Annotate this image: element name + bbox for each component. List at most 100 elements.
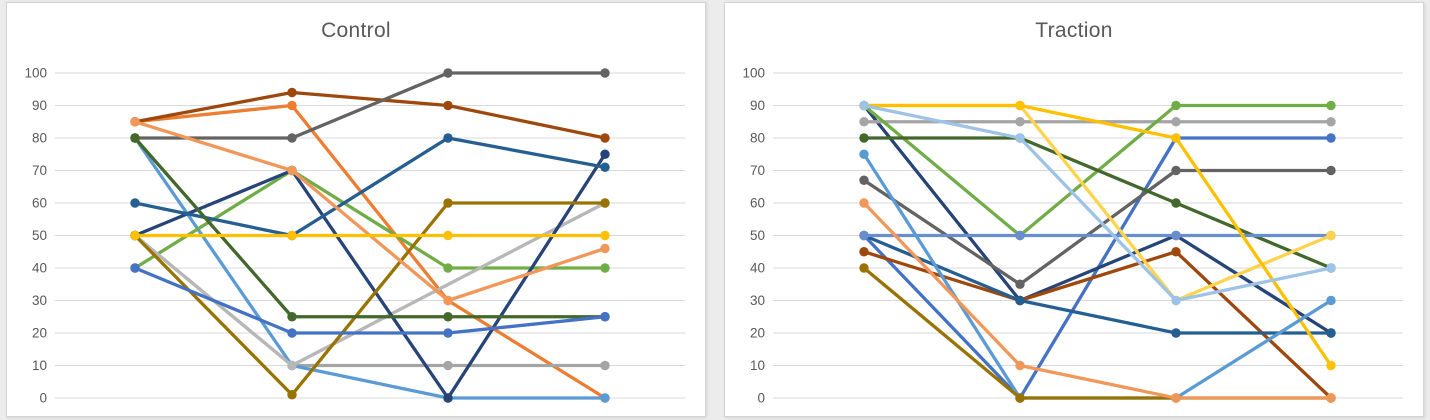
- data-point-marker-dark-green: [287, 312, 297, 322]
- series-line-dark-gray: [862, 168, 1333, 286]
- chart-panel-traction: 0 10 20 30 40 50 60 70 80 90 100 Traction: [724, 2, 1424, 417]
- data-point-marker-dark-gray: [1171, 165, 1181, 176]
- series-line-gold: [862, 103, 1333, 368]
- data-point-marker-royal-blue: [600, 312, 610, 322]
- data-point-marker-gold: [287, 230, 297, 241]
- y-axis-tick-label: 0: [39, 391, 47, 406]
- data-point-marker-dark-gold: [1015, 393, 1025, 403]
- data-point-marker-salmon: [287, 165, 297, 176]
- y-axis-tick-label: 80: [32, 131, 47, 146]
- y-axis-tick-label: 0: [757, 391, 765, 406]
- series-line-steel-blue: [133, 136, 607, 238]
- data-point-marker-salmon: [443, 295, 453, 306]
- data-point-marker-green: [600, 263, 610, 273]
- y-axis-tick-label: 40: [750, 261, 765, 276]
- data-point-marker-pale-blue: [1326, 263, 1336, 273]
- y-axis-tick-label: 90: [32, 98, 47, 113]
- data-point-marker-dark-gold: [287, 390, 297, 400]
- control-line-chart: 0 10 20 30 40 50 60 70 80 90 100: [24, 66, 685, 406]
- data-point-marker-royal-blue: [130, 263, 140, 273]
- data-point-marker-green: [1171, 100, 1181, 111]
- series-line-light-blue: [133, 136, 607, 400]
- data-point-marker-dark-gray: [1015, 279, 1025, 289]
- data-point-marker-gray: [443, 360, 453, 371]
- data-point-marker-steel-blue: [1171, 328, 1181, 338]
- y-axis-tick-label: 100: [742, 66, 765, 81]
- traction-line-chart: 0 10 20 30 40 50 60 70 80 90 100: [742, 66, 1403, 406]
- data-point-marker-steel-blue: [1326, 328, 1336, 338]
- data-point-marker-dark-gold: [600, 198, 610, 208]
- data-point-marker-dark-green: [859, 133, 869, 143]
- series-line-orange: [133, 103, 607, 400]
- y-axis-tick-label: 50: [32, 228, 47, 243]
- data-point-marker-steel-blue: [1015, 295, 1025, 306]
- data-point-marker-periwinkle: [859, 230, 869, 241]
- data-point-marker-steel-blue: [130, 198, 140, 208]
- data-point-marker-brown: [287, 87, 297, 98]
- data-point-marker-pale-blue: [859, 100, 869, 111]
- series-line-dark-gray: [133, 71, 607, 140]
- series-line-dark-gold: [133, 201, 607, 397]
- data-point-marker-light-blue: [859, 149, 869, 159]
- data-point-marker-salmon: [1326, 393, 1336, 403]
- data-point-marker-green: [1326, 100, 1336, 111]
- data-point-marker-gold: [130, 230, 140, 241]
- data-point-marker-light-gold: [1326, 230, 1336, 241]
- data-point-marker-pale-blue: [1015, 133, 1025, 143]
- data-point-marker-periwinkle: [1015, 230, 1025, 241]
- data-point-marker-light-blue: [1326, 295, 1336, 306]
- data-point-marker-gray: [1171, 117, 1181, 127]
- y-axis-tick-label: 100: [24, 66, 47, 81]
- data-point-marker-pale-blue: [1171, 295, 1181, 306]
- series-line-brown: [133, 90, 607, 140]
- data-point-marker-periwinkle: [1171, 230, 1181, 241]
- data-point-marker-dark-green: [130, 133, 140, 143]
- data-point-marker-dark-gold: [443, 198, 453, 208]
- y-axis-tick-label: 70: [32, 163, 47, 178]
- data-point-marker-salmon: [130, 117, 140, 127]
- data-point-marker-gray: [1015, 117, 1025, 127]
- y-axis-tick-label: 20: [32, 326, 47, 341]
- data-point-marker-gray: [600, 360, 610, 371]
- data-point-marker-royal-blue: [443, 328, 453, 338]
- data-point-marker-dark-gray: [287, 133, 297, 143]
- data-point-marker-dark-green: [443, 312, 453, 322]
- y-axis-tick-label: 30: [32, 293, 47, 308]
- y-axis-tick-label: 80: [750, 131, 765, 146]
- data-point-marker-dark-gold: [859, 263, 869, 273]
- data-point-marker-salmon: [1015, 360, 1025, 371]
- data-point-marker-orange: [287, 100, 297, 111]
- data-point-marker-navy: [443, 393, 453, 403]
- chart-panel-control: 0 10 20 30 40 50 60 70 80 90 100 Control: [6, 2, 706, 417]
- data-point-marker-green: [443, 263, 453, 273]
- y-axis-tick-label: 50: [750, 228, 765, 243]
- y-axis-tick-label: 60: [32, 196, 47, 211]
- y-axis-tick-label: 60: [750, 196, 765, 211]
- data-point-marker-gold: [600, 230, 610, 241]
- y-axis-tick-label: 90: [750, 98, 765, 113]
- data-point-marker-silver: [287, 360, 297, 371]
- data-point-marker-royal-blue: [1326, 133, 1336, 143]
- series-line-navy: [133, 152, 607, 400]
- data-point-marker-gray: [1326, 117, 1336, 127]
- data-point-marker-dark-gray: [1326, 165, 1336, 176]
- y-axis-tick-label: 70: [750, 163, 765, 178]
- data-point-marker-dark-gray: [859, 175, 869, 185]
- data-point-marker-salmon: [1171, 393, 1181, 403]
- y-axis-tick-label: 40: [32, 261, 47, 276]
- data-point-marker-navy: [600, 149, 610, 159]
- data-point-marker-steel-blue: [600, 162, 610, 172]
- data-point-marker-dark-gray: [443, 68, 453, 78]
- data-point-marker-gray: [859, 117, 869, 127]
- y-axis-tick-label: 10: [32, 358, 47, 373]
- data-point-marker-brown: [1171, 247, 1181, 257]
- data-point-marker-dark-gray: [600, 68, 610, 78]
- data-point-marker-dark-green: [1171, 198, 1181, 208]
- data-point-marker-brown: [443, 100, 453, 111]
- series-line-steel-blue: [862, 233, 1333, 335]
- data-point-marker-brown: [600, 133, 610, 143]
- series-line-salmon: [862, 201, 1333, 400]
- y-axis-tick-label: 30: [750, 293, 765, 308]
- y-axis-tick-label: 20: [750, 326, 765, 341]
